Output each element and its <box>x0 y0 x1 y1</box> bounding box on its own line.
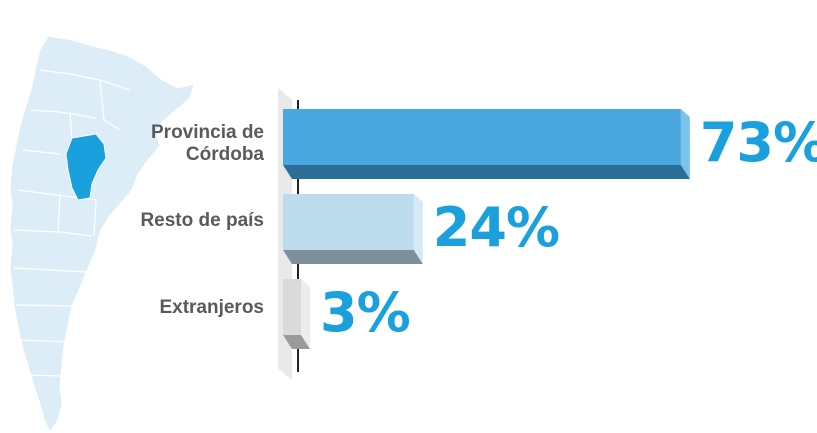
category-label: Provincia de Córdoba <box>151 122 264 165</box>
category-label: Resto de país <box>140 210 264 231</box>
bar <box>283 194 414 250</box>
argentina-map-icon <box>9 35 195 433</box>
value-label: 3% <box>320 281 411 344</box>
bar <box>283 109 681 165</box>
bar-bottom <box>283 335 310 349</box>
argentina-silhouette <box>9 35 195 433</box>
bar-bottom <box>283 165 690 179</box>
bar-side <box>413 194 423 264</box>
bar <box>283 279 301 335</box>
province-borders <box>13 69 131 377</box>
bars-group <box>278 88 690 380</box>
bar-side <box>301 279 310 349</box>
cordoba-province <box>65 133 107 201</box>
bar-side <box>680 109 690 179</box>
value-label: 73% <box>699 111 817 174</box>
value-label: 24% <box>432 196 560 259</box>
category-label: Extranjeros <box>159 297 264 318</box>
bar-bottom <box>283 250 423 264</box>
